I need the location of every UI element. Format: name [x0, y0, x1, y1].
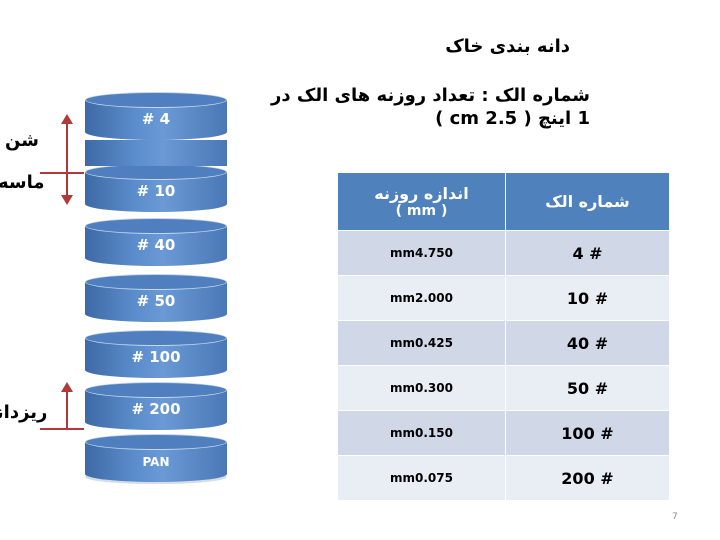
header-opening-size-label: اندازه روزنه [374, 184, 469, 203]
fines-label: ریزدانه [0, 402, 48, 423]
sieve-level-label: # 200 [131, 400, 181, 418]
header-opening-size: اندازه روزنه ( mm ) [337, 173, 506, 231]
sieve-cell: # 40 [505, 320, 670, 366]
header-opening-unit: ( mm ) [395, 203, 448, 219]
sieve-level-label: # 10 [136, 182, 176, 200]
sieve-level: # 4 [85, 92, 227, 140]
table-row: # 200 mm0.075 [337, 455, 670, 501]
sieve-level: # 200 [85, 382, 227, 430]
sieve-pan-label: PAN [142, 455, 170, 469]
table-row: # 50 mm0.300 [337, 365, 670, 411]
size-cell: mm4.750 [337, 230, 506, 276]
sand-label: ماسه [0, 172, 45, 193]
arrow-up-icon [61, 114, 73, 124]
sieve-table: شماره الک اندازه روزنه ( mm ) # 4 mm4.75… [337, 173, 670, 501]
size-cell: mm0.300 [337, 365, 506, 411]
fines-arrow [66, 390, 68, 430]
header-sieve-number: شماره الک [505, 173, 670, 231]
sieve-level: # 10 [85, 164, 227, 212]
gravel-sand-divider [40, 172, 84, 174]
sieve-level: # 50 [85, 274, 227, 322]
slide-subtitle: شماره الک : تعداد روزنه های الک در 1 این… [271, 85, 590, 129]
sieve-level-label: # 100 [131, 348, 181, 366]
table-header-row: شماره الک اندازه روزنه ( mm ) [337, 173, 670, 231]
page-number: 7 [672, 512, 678, 522]
fines-divider [40, 428, 84, 430]
gravel-sand-arrow [66, 122, 68, 200]
sieve-pan: PAN [85, 434, 227, 482]
size-cell: mm0.150 [337, 410, 506, 456]
sieve-cell: # 200 [505, 455, 670, 501]
sieve-level-label: # 4 [141, 110, 171, 128]
sieve-cell: # 4 [505, 230, 670, 276]
size-cell: mm0.425 [337, 320, 506, 366]
sieve-level: # 40 [85, 218, 227, 266]
sieve-cell: # 10 [505, 275, 670, 321]
table-row: # 4 mm4.750 [337, 230, 670, 276]
sieve-level-label: # 40 [136, 236, 176, 254]
sieve-level-body [85, 140, 227, 166]
table-row: # 10 mm2.000 [337, 275, 670, 321]
size-cell: mm0.075 [337, 455, 506, 501]
sieve-cell: # 50 [505, 365, 670, 411]
table-row: # 40 mm0.425 [337, 320, 670, 366]
sieve-cell: # 100 [505, 410, 670, 456]
arrow-down-icon [61, 195, 73, 205]
gravel-label: شن [5, 130, 39, 151]
size-cell: mm2.000 [337, 275, 506, 321]
arrow-up-icon [61, 382, 73, 392]
slide-title: دانه بندی خاک [445, 36, 570, 57]
sieve-level: # 100 [85, 330, 227, 378]
sieve-level-label: # 50 [136, 292, 176, 310]
table-row: # 100 mm0.150 [337, 410, 670, 456]
